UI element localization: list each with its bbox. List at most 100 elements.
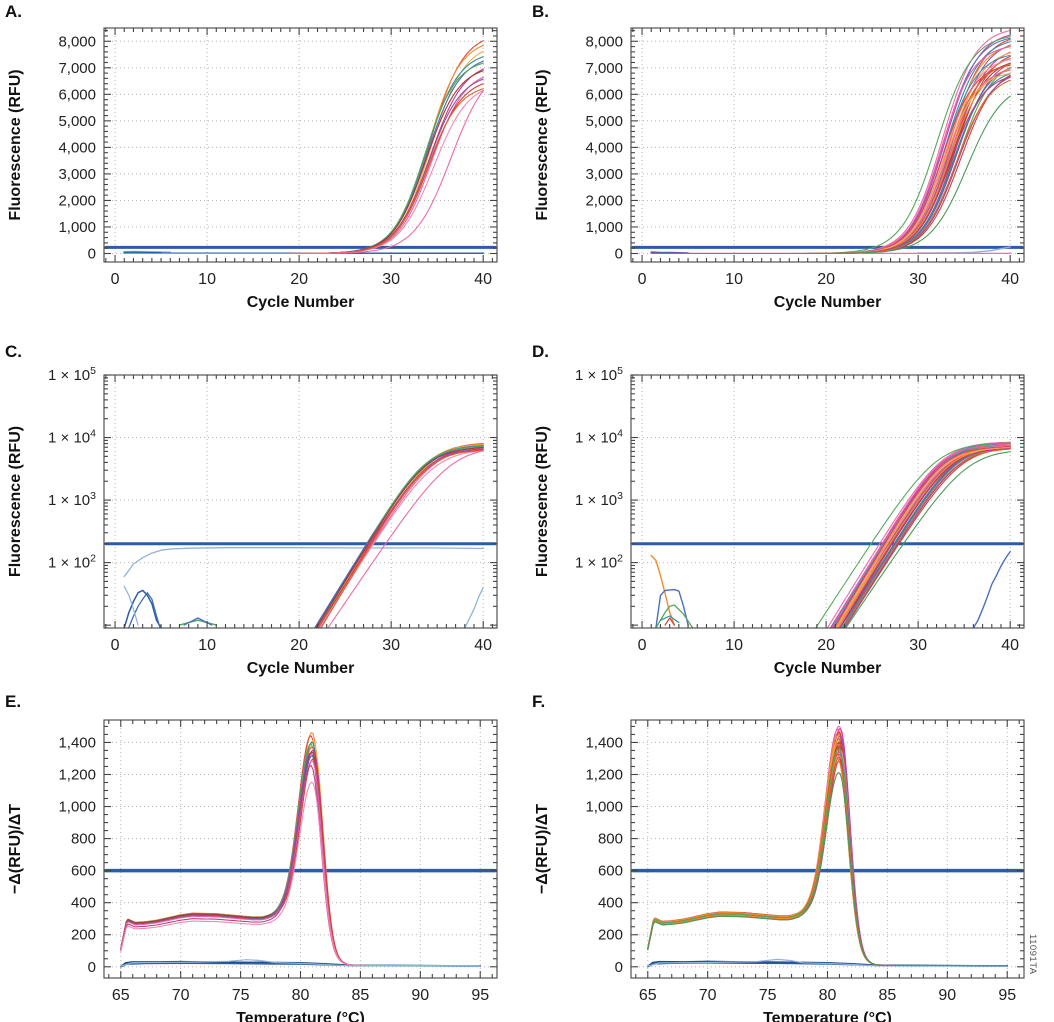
- svg-text:Cycle Number: Cycle Number: [774, 294, 882, 311]
- svg-text:800: 800: [71, 831, 96, 848]
- svg-text:200: 200: [598, 927, 623, 944]
- svg-text:0: 0: [638, 271, 647, 288]
- panel-d: D. 0 10 20 30 40 1 × 102 1 × 103 1 × 104 1 × 105…: [527, 340, 1054, 690]
- panel-c-label: C.: [5, 342, 22, 361]
- svg-text:70: 70: [172, 987, 190, 1004]
- amplification-log-chart-d: 0 10 20 30 40 1 × 102 1 × 103 1 × 104 1 × 105 Cyc…: [534, 365, 1025, 677]
- amplification-linear-chart-a: 0 10 20 30 40 0 1,000 2,000 3,000 4,000 5,000 6,000…: [7, 27, 498, 311]
- svg-text:65: 65: [112, 987, 130, 1004]
- svg-text:400: 400: [71, 895, 96, 912]
- panel-b: B. 0 10 20 30 40 0 1,000 2,000 3,000 4,000 5,000 6,…: [527, 0, 1054, 340]
- svg-text:Fluorescence (RFU): Fluorescence (RFU): [7, 426, 24, 577]
- svg-text:0: 0: [615, 246, 623, 263]
- svg-text:600: 600: [71, 863, 96, 880]
- svg-text:90: 90: [938, 987, 956, 1004]
- svg-text:40: 40: [1001, 271, 1019, 288]
- svg-text:5,000: 5,000: [585, 113, 623, 130]
- svg-text:85: 85: [352, 987, 370, 1004]
- svg-text:20: 20: [817, 271, 835, 288]
- svg-text:1 × 104: 1 × 104: [48, 428, 96, 447]
- svg-text:0: 0: [615, 959, 623, 976]
- svg-text:0: 0: [111, 271, 120, 288]
- svg-text:Fluorescence (RFU): Fluorescence (RFU): [7, 69, 24, 220]
- svg-text:400: 400: [598, 895, 623, 912]
- svg-text:Cycle Number: Cycle Number: [247, 294, 355, 311]
- svg-text:1,400: 1,400: [585, 734, 623, 751]
- svg-text:7,000: 7,000: [585, 60, 623, 77]
- svg-text:6,000: 6,000: [58, 86, 96, 103]
- svg-text:10: 10: [725, 637, 743, 654]
- svg-text:0: 0: [88, 959, 96, 976]
- svg-text:8,000: 8,000: [58, 33, 96, 50]
- svg-text:30: 30: [909, 271, 927, 288]
- svg-text:Cycle Number: Cycle Number: [774, 660, 882, 677]
- svg-text:1 × 102: 1 × 102: [575, 553, 623, 572]
- panel-e: E. 65 70 75 80 85 90 95 0 200 400 600 800 1,000 1,200…: [0, 690, 527, 1022]
- svg-text:85: 85: [879, 987, 897, 1004]
- svg-text:95: 95: [471, 987, 489, 1004]
- amplification-linear-chart-b: 0 10 20 30 40 0 1,000 2,000 3,000 4,000 5,000 6,000…: [534, 27, 1025, 311]
- svg-text:1 × 102: 1 × 102: [48, 553, 96, 572]
- svg-text:6,000: 6,000: [585, 86, 623, 103]
- svg-text:1,000: 1,000: [585, 799, 623, 816]
- melt-curve-chart-f: 65 70 75 80 85 90 95 0 200 400 600 800 1,000 1,200 1,4…: [534, 719, 1025, 1022]
- svg-text:40: 40: [474, 637, 492, 654]
- svg-text:70: 70: [699, 987, 717, 1004]
- svg-text:1 × 105: 1 × 105: [575, 365, 623, 384]
- svg-text:30: 30: [909, 637, 927, 654]
- panel-c: C. 0 10 20 30 40 1 × 102 1 × 103 1 × 104 1 × 105…: [0, 340, 527, 690]
- svg-text:600: 600: [598, 863, 623, 880]
- svg-text:80: 80: [292, 987, 310, 1004]
- panel-f-label: F.: [532, 692, 546, 711]
- svg-text:65: 65: [639, 987, 657, 1004]
- svg-text:7,000: 7,000: [58, 60, 96, 77]
- svg-text:Fluorescence (RFU): Fluorescence (RFU): [534, 69, 551, 220]
- figure-id-code: 11091TA: [1027, 934, 1038, 975]
- svg-text:−Δ(RFU)/ΔT: −Δ(RFU)/ΔT: [534, 804, 551, 894]
- panel-d-label: D.: [532, 342, 549, 361]
- svg-text:1,000: 1,000: [58, 799, 96, 816]
- svg-text:8,000: 8,000: [585, 33, 623, 50]
- svg-text:3,000: 3,000: [58, 166, 96, 183]
- svg-text:40: 40: [474, 271, 492, 288]
- melt-curve-chart-e: 65 70 75 80 85 90 95 0 200 400 600 800 1,000 1,200 1,4…: [7, 719, 498, 1022]
- svg-text:30: 30: [382, 637, 400, 654]
- svg-text:0: 0: [638, 637, 647, 654]
- svg-text:20: 20: [290, 271, 308, 288]
- svg-text:Cycle Number: Cycle Number: [247, 660, 355, 677]
- svg-text:75: 75: [759, 987, 777, 1004]
- panel-a-label: A.: [5, 2, 22, 21]
- svg-text:1 × 104: 1 × 104: [575, 428, 623, 447]
- svg-text:75: 75: [232, 987, 250, 1004]
- svg-text:1 × 105: 1 × 105: [48, 365, 96, 384]
- svg-text:3,000: 3,000: [585, 166, 623, 183]
- svg-text:−Δ(RFU)/ΔT: −Δ(RFU)/ΔT: [7, 804, 24, 894]
- svg-text:2,000: 2,000: [585, 192, 623, 209]
- svg-text:Temperature (°C): Temperature (°C): [763, 1010, 892, 1022]
- panel-b-label: B.: [532, 2, 549, 21]
- amplification-log-chart-c: 0 10 20 30 40 1 × 102 1 × 103 1 × 104 1 × 105 Cyc…: [7, 365, 498, 677]
- svg-text:0: 0: [111, 637, 120, 654]
- svg-text:0: 0: [88, 246, 96, 263]
- svg-text:90: 90: [411, 987, 429, 1004]
- panel-a: A. 0 10 20 30 40 0 1,000 2,000 3,000 4,000 5,000 6,…: [0, 0, 527, 340]
- svg-text:Temperature (°C): Temperature (°C): [236, 1010, 365, 1022]
- svg-text:1 × 103: 1 × 103: [575, 490, 623, 509]
- svg-text:200: 200: [71, 927, 96, 944]
- svg-text:30: 30: [382, 271, 400, 288]
- svg-text:10: 10: [198, 637, 216, 654]
- svg-text:20: 20: [290, 637, 308, 654]
- panel-e-label: E.: [5, 692, 22, 711]
- svg-text:10: 10: [725, 271, 743, 288]
- svg-text:1,000: 1,000: [58, 219, 96, 236]
- svg-text:5,000: 5,000: [58, 113, 96, 130]
- svg-text:1,200: 1,200: [585, 766, 623, 783]
- svg-text:4,000: 4,000: [58, 139, 96, 156]
- svg-text:800: 800: [598, 831, 623, 848]
- svg-text:Fluorescence (RFU): Fluorescence (RFU): [534, 426, 551, 577]
- svg-text:10: 10: [198, 271, 216, 288]
- svg-text:2,000: 2,000: [58, 192, 96, 209]
- svg-text:40: 40: [1001, 637, 1019, 654]
- svg-text:1,000: 1,000: [585, 219, 623, 236]
